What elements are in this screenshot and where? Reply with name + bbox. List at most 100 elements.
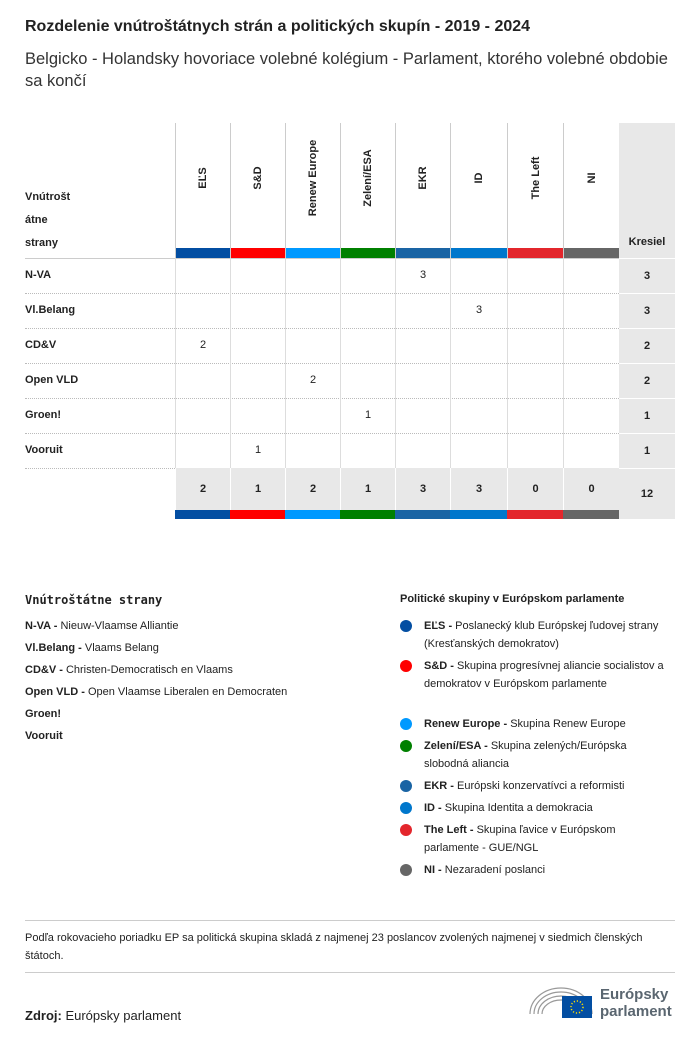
- table-cell: [395, 328, 450, 363]
- table-cell: [230, 363, 285, 398]
- table-cell: [563, 363, 619, 398]
- row-divider: [25, 433, 619, 434]
- party-row-label: Vooruit: [25, 444, 63, 456]
- group-legend-item: ID - Skupina Identita a demokracia: [400, 799, 670, 817]
- divider: [25, 920, 675, 921]
- row-divider: [25, 363, 619, 364]
- table-cell: [507, 363, 563, 398]
- group-label: NI: [585, 172, 598, 184]
- column-total: 0: [507, 468, 563, 510]
- group-color-bar: [230, 510, 285, 519]
- group-color-bar: [563, 510, 619, 519]
- table-cell: [285, 398, 340, 433]
- group-column-header: Zelení/ESA: [340, 123, 395, 258]
- group-color-bar: [286, 248, 340, 258]
- table-cell: [340, 363, 395, 398]
- source-label: Zdroj:: [25, 1008, 62, 1023]
- column-total: 1: [340, 468, 395, 510]
- group-label: The Left: [529, 156, 542, 200]
- group-color-bar: [508, 248, 563, 258]
- row-total: 2: [619, 363, 675, 398]
- row-total: 2: [619, 328, 675, 363]
- group-column-header: The Left: [507, 123, 563, 258]
- grand-total: 12: [619, 468, 675, 519]
- party-row-label: Vl.Belang: [25, 304, 76, 316]
- group-abbr: The Left -: [424, 824, 477, 836]
- group-dot-icon: [400, 718, 412, 730]
- group-dot-icon: [400, 740, 412, 752]
- parties-legend: N-VA - Nieuw-Vlaamse Alliantie Vl.Belang …: [25, 615, 287, 747]
- totals-background: [175, 468, 619, 510]
- row-divider: [25, 328, 619, 329]
- group-color-bar: [231, 248, 285, 258]
- row-divider: [25, 398, 619, 399]
- group-name: Európski konzervatívci a reformisti: [457, 780, 625, 792]
- seats-header-label: Kresiel: [628, 236, 666, 248]
- party-legend-item: Vooruit: [25, 725, 287, 747]
- table-cell: [450, 363, 507, 398]
- table-cell: [285, 328, 340, 363]
- page-title: Rozdelenie vnútroštátnych strán a politi…: [25, 18, 531, 35]
- table-cell: [563, 398, 619, 433]
- group-name: Skupina Identita a demokracia: [444, 802, 593, 814]
- table-cell: 1: [340, 398, 395, 433]
- group-column-header: EĽS: [175, 123, 230, 258]
- party-abbr: Vooruit: [25, 730, 63, 742]
- party-name: Vlaams Belang: [84, 642, 159, 654]
- group-color-bar: [176, 248, 230, 258]
- group-name: Poslanecký klub Európskej ľudovej strany…: [424, 620, 659, 650]
- party-name: Nieuw-Vlaamse Alliantie: [60, 620, 179, 632]
- table-cell: [507, 398, 563, 433]
- table-cell: [563, 258, 619, 293]
- table-cell: [230, 258, 285, 293]
- table-cell: [450, 398, 507, 433]
- page-subtitle: Belgicko - Holandsky hovoriace volebné k…: [25, 50, 668, 90]
- table-cell: [340, 433, 395, 468]
- table-cell: [285, 433, 340, 468]
- group-legend-item: Renew Europe - Skupina Renew Europe: [400, 715, 670, 733]
- group-dot-icon: [400, 824, 412, 836]
- logo-text: Európsky parlament: [600, 986, 672, 1020]
- source: Zdroj: Európsky parlament: [25, 1008, 181, 1023]
- hemicycle-icon: [529, 987, 593, 1018]
- party-legend-item: Open VLD - Open Vlaamse Liberalen en Dem…: [25, 681, 287, 703]
- party-legend-item: Groen!: [25, 703, 287, 725]
- table-cell: [450, 433, 507, 468]
- group-label: S&D: [252, 166, 264, 190]
- group-color-bar: [175, 510, 230, 519]
- party-abbr: CD&V -: [25, 664, 66, 676]
- row-header: Vnútrošt átne strany: [25, 191, 71, 249]
- group-legend-item: EĽS - Poslanecký klub Európskej ľudovej …: [400, 617, 670, 653]
- table-cell: [230, 293, 285, 328]
- group-color-bar: [340, 510, 395, 519]
- table-cell: [175, 363, 230, 398]
- group-abbr: EĽS -: [424, 620, 456, 632]
- group-name: Nezaradení poslanci: [444, 864, 546, 876]
- source-value: Európsky parlament: [65, 1008, 182, 1023]
- group-label: ID: [473, 172, 485, 184]
- table-cell: [507, 328, 563, 363]
- divider: [25, 972, 675, 973]
- table-cell: [395, 293, 450, 328]
- group-color-bar: [450, 510, 507, 519]
- group-label: Renew Europe: [307, 139, 319, 217]
- table-cell: [285, 293, 340, 328]
- table-cell: [563, 433, 619, 468]
- column-total: 1: [230, 468, 285, 510]
- row-total: 3: [619, 258, 675, 293]
- column-total: 3: [395, 468, 450, 510]
- table-cell: [507, 433, 563, 468]
- group-label: Zelení/ESA: [362, 149, 374, 207]
- party-name: Open Vlaamse Liberalen en Democraten: [87, 686, 288, 698]
- column-total: 2: [175, 468, 230, 510]
- group-name: Skupina zelených/Európska slobodná alian…: [424, 740, 627, 770]
- group-abbr: S&D -: [424, 660, 457, 672]
- table-cell: 2: [175, 328, 230, 363]
- group-dot-icon: [400, 660, 412, 672]
- groups-legend-title: Politické skupiny v Európskom parlamente: [400, 593, 625, 605]
- party-abbr: N-VA -: [25, 620, 61, 632]
- party-legend-item: CD&V - Christen-Democratisch en Vlaams: [25, 659, 287, 681]
- group-name: Skupina ľavice v Európskom parlamente - …: [424, 824, 616, 854]
- table-cell: [175, 293, 230, 328]
- parties-legend-title: Vnútroštátne strany: [25, 593, 163, 607]
